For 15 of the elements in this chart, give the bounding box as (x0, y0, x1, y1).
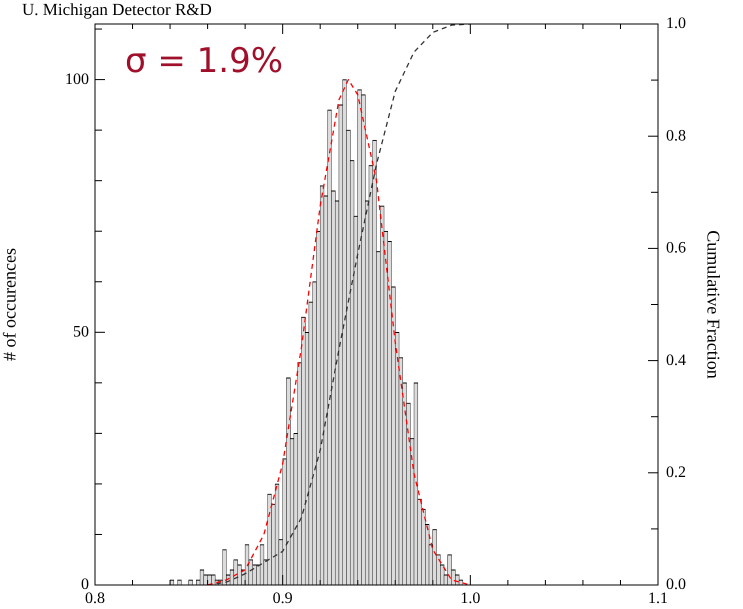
y2-tick-label: 0.0 (666, 576, 686, 594)
y2-axis-title: Cumulative Fraction (703, 230, 724, 379)
x-tick-label: 1.0 (460, 590, 480, 607)
y2-tick-label: 0.4 (666, 352, 686, 369)
x-tick-label: 1.1 (648, 590, 668, 607)
y-axis-title: # of occurences (0, 248, 20, 361)
y-tick-label: 100 (65, 70, 89, 88)
y2-tick-label: 1.0 (666, 15, 686, 32)
y2-tick-label: 0.6 (666, 240, 686, 257)
chart-title: U. Michigan Detector R&D (22, 0, 212, 19)
y-tick-label: 50 (73, 324, 89, 340)
y2-tick-label: 0.8 (666, 127, 686, 144)
annotation: σ = 1.9% (125, 40, 284, 81)
x-tick-label: 0.9 (272, 590, 293, 607)
y2-tick-label: 0.2 (666, 464, 686, 482)
